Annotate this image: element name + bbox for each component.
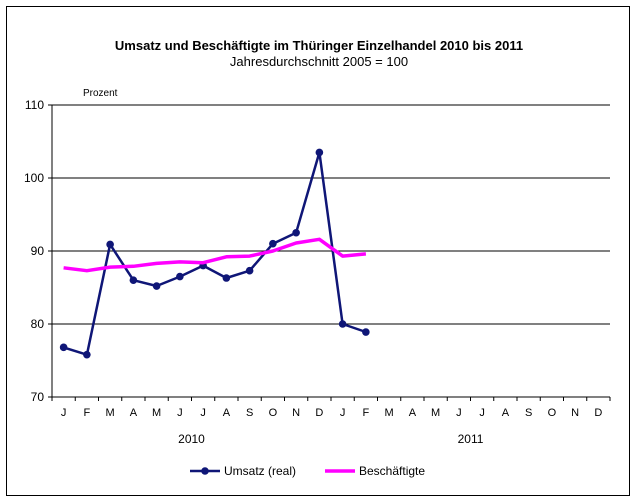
year-label-2010: 2010 <box>178 432 205 446</box>
gridlines <box>52 104 610 325</box>
x-tick-label: S <box>246 407 253 419</box>
x-tick-label: A <box>502 407 510 419</box>
year-labels: 2010 2011 <box>178 432 484 446</box>
x-tick-label: D <box>594 407 602 419</box>
series-1-point <box>152 282 161 290</box>
chart-frame: Umsatz und Beschäftigte im Thüringer Ein… <box>6 6 630 496</box>
series-1-point <box>83 350 91 359</box>
chart-canvas: Umsatz und Beschäftigte im Thüringer Ein… <box>24 38 611 478</box>
axes <box>48 104 611 401</box>
x-tick-label: J <box>61 407 67 419</box>
series-line-2 <box>63 237 367 273</box>
series-line-1 <box>63 151 367 356</box>
series-1-point <box>292 228 300 237</box>
x-tick-label: N <box>292 407 300 419</box>
x-tick-label: S <box>525 407 532 419</box>
x-tick-label: O <box>269 407 278 419</box>
x-tick-label: J <box>200 407 206 419</box>
legend: Umsatz (real) Beschäftigte <box>190 464 425 478</box>
x-tick-label: F <box>363 407 370 419</box>
x-tick-label: F <box>84 407 91 419</box>
x-tick-label: M <box>152 407 161 419</box>
y-tick-labels: 70 80 90 100 110 <box>24 98 44 404</box>
x-tick-label: A <box>409 407 417 419</box>
y-tick-label: 110 <box>25 98 44 112</box>
x-tick-label: O <box>548 407 557 419</box>
x-tick-label: J <box>177 407 183 419</box>
series-1-point <box>176 272 184 281</box>
series-layer <box>59 148 370 359</box>
y-tick-label: 80 <box>31 317 45 331</box>
legend-label-2: Beschäftigte <box>359 464 425 478</box>
y-tick-label: 100 <box>24 171 44 185</box>
series-1-point <box>362 328 370 336</box>
x-tick-label: N <box>571 407 579 419</box>
series-1-point <box>269 239 277 248</box>
x-tick-label: M <box>106 407 115 419</box>
chart-subtitle: Jahresdurchschnitt 2005 = 100 <box>230 54 408 69</box>
chart-title: Umsatz und Beschäftigte im Thüringer Ein… <box>115 38 523 53</box>
y-tick-label: 90 <box>31 244 45 258</box>
series-1-point <box>106 240 114 249</box>
x-tick-label: A <box>130 407 138 419</box>
legend-marker-1 <box>201 467 209 475</box>
series-1-point <box>315 148 324 157</box>
year-label-2011: 2011 <box>458 432 484 446</box>
x-tick-label: J <box>479 407 485 419</box>
x-tick-label: A <box>223 407 231 419</box>
x-tick-label: J <box>340 407 346 419</box>
series-1-point <box>222 274 231 282</box>
legend-label-1: Umsatz (real) <box>224 464 296 478</box>
y-tick-label: 70 <box>31 390 45 404</box>
series-1-point <box>59 343 68 352</box>
y-axis-unit-label: Prozent <box>83 88 118 99</box>
series-1-point <box>129 276 138 285</box>
x-tick-label: D <box>315 407 323 419</box>
series-1-point <box>338 320 347 328</box>
x-tick-label: J <box>456 407 462 419</box>
x-tick-label: M <box>385 407 394 419</box>
series-1-point <box>245 266 254 275</box>
x-tick-label: M <box>431 407 440 419</box>
